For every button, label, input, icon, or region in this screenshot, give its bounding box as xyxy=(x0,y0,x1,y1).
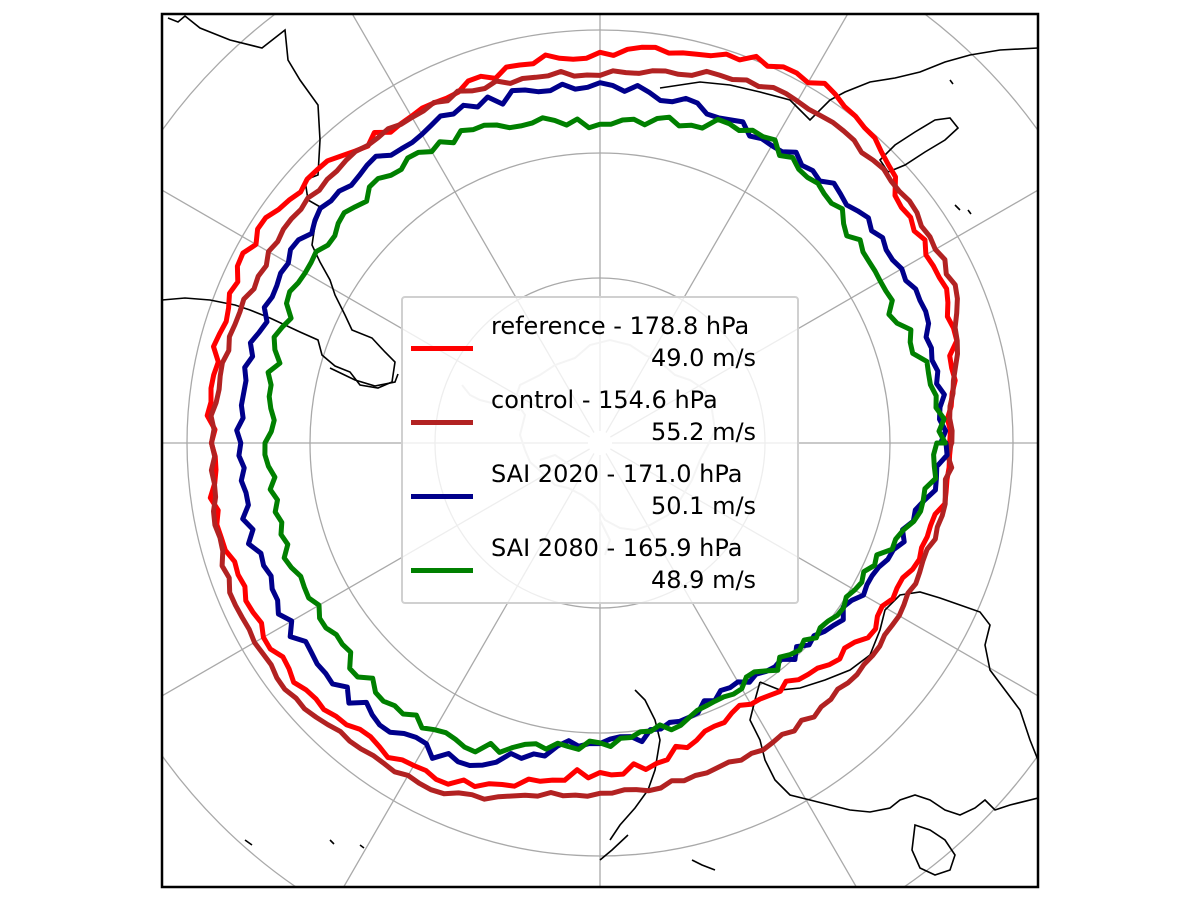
legend-swatch-sai-2080 xyxy=(411,568,473,573)
legend-swatch-reference xyxy=(411,346,473,351)
jet-contour-control xyxy=(208,68,960,802)
coastline-tierra-del-fuego xyxy=(329,367,399,387)
legend-speed-sai-2020: 50.1 m/s xyxy=(651,492,757,520)
legend-speed-control: 55.2 m/s xyxy=(651,418,757,446)
jet-contours xyxy=(204,44,960,802)
coastline-islands-east xyxy=(949,79,972,215)
legend-entry-sai-2020: SAI 2020 - 171.0 hPa 50.1 m/s xyxy=(403,452,799,526)
coastline-new-zealand xyxy=(599,689,661,861)
legend-label-sai-2020: SAI 2020 - 171.0 hPa xyxy=(491,460,743,488)
legend-speed-sai-2080: 48.9 m/s xyxy=(651,566,757,594)
legend-label-control: control - 154.6 hPa xyxy=(491,386,718,414)
legend: reference - 178.8 hPa 49.0 m/s control -… xyxy=(401,296,799,604)
coastline-islands-south xyxy=(244,674,749,871)
legend-entry-control: control - 154.6 hPa 55.2 m/s xyxy=(403,378,799,452)
legend-swatch-control xyxy=(411,420,473,425)
legend-label-reference: reference - 178.8 hPa xyxy=(491,312,750,340)
coastline-south-america xyxy=(162,14,396,389)
legend-speed-reference: 49.0 m/s xyxy=(651,344,757,372)
legend-label-sai-2080: SAI 2080 - 165.9 hPa xyxy=(491,534,743,562)
coastline-madagascar xyxy=(878,117,960,173)
coastline-australia xyxy=(759,591,1038,761)
jet-contour-sai-2080 xyxy=(262,114,948,755)
legend-swatch-sai-2020 xyxy=(411,494,473,499)
legend-entry-reference: reference - 178.8 hPa 49.0 m/s xyxy=(403,304,799,378)
coastline-africa xyxy=(659,47,1038,122)
coastline-tasmania xyxy=(911,823,956,876)
map-frame xyxy=(160,12,1040,889)
legend-entry-sai-2080: SAI 2080 - 165.9 hPa 48.9 m/s xyxy=(403,526,799,600)
